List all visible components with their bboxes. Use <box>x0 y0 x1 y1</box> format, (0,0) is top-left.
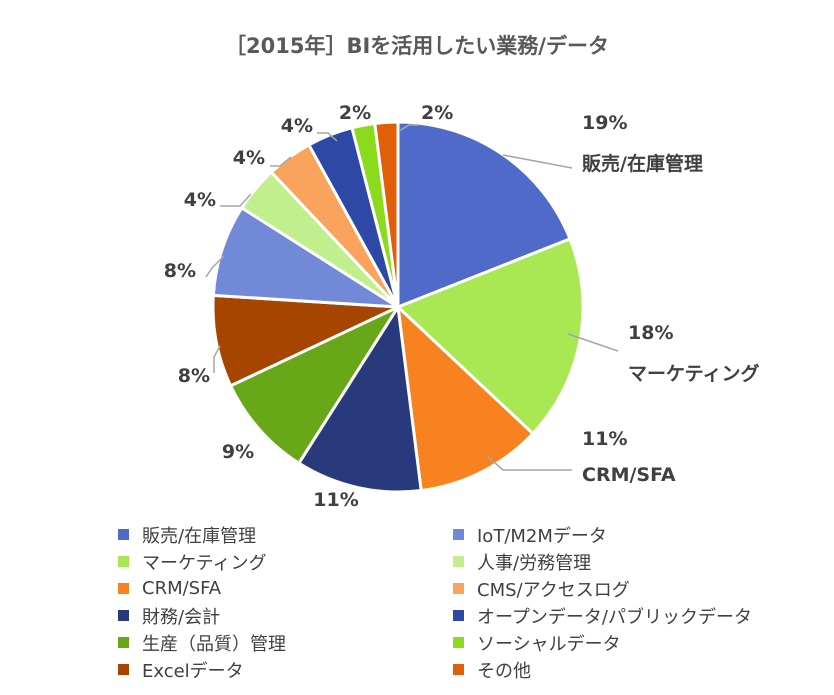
legend-item: 財務/会計 <box>118 602 453 629</box>
legend-item: 生産（品質）管理 <box>118 629 453 656</box>
legend-swatch <box>118 610 129 621</box>
legend-item: 販売/在庫管理 <box>118 521 453 548</box>
leader-line <box>398 124 419 132</box>
legend-label: オープンデータ/パブリックデータ <box>477 606 752 628</box>
legend-swatch <box>453 529 464 540</box>
legend-label: 生産（品質）管理 <box>142 633 286 655</box>
legend-item: その他 <box>453 656 833 683</box>
legend-label: 財務/会計 <box>142 606 221 628</box>
legend: 販売/在庫管理 IoT/M2Mデータマーケティング 人事/労務管理 CRM/SFA CM… <box>118 521 834 683</box>
legend-label: マーケティング <box>142 552 267 574</box>
leader-line <box>220 193 252 207</box>
chart-title: ［2015年］BIを活用したい業務/データ <box>225 34 609 58</box>
legend-swatch <box>118 529 129 540</box>
legend-label: ソーシャルデータ <box>477 633 621 655</box>
data-label-value: 11% <box>313 489 358 510</box>
legend-swatch <box>118 664 129 675</box>
legend-swatch <box>453 556 464 567</box>
data-label-category: 販売/在庫管理 <box>582 152 703 175</box>
data-label-value: 18% <box>628 322 673 344</box>
data-label-category: マーケティング <box>628 362 759 385</box>
legend-item: 人事/労務管理 <box>453 548 833 575</box>
legend-label: その他 <box>477 660 531 682</box>
leader-line <box>502 154 573 169</box>
data-label-value: 19% <box>582 112 627 134</box>
legend-swatch <box>118 556 129 567</box>
leader-line <box>205 255 225 278</box>
legend-label: CRM/SFA <box>142 578 222 599</box>
data-label-category: CRM/SFA <box>582 464 676 486</box>
legend-swatch <box>453 637 464 648</box>
pie-slice <box>396 120 572 309</box>
legend-item: IoT/M2Mデータ <box>453 521 833 548</box>
legend-swatch <box>118 637 129 648</box>
data-label-value: 2% <box>421 102 453 124</box>
legend-label: 人事/労務管理 <box>477 552 592 574</box>
leader-line <box>270 156 292 167</box>
pie-slice <box>396 305 535 493</box>
data-label-value: 8% <box>178 365 210 387</box>
pie-slice <box>396 237 585 436</box>
legend-label: CMS/アクセスログ <box>477 579 630 601</box>
legend-swatch <box>453 610 464 621</box>
data-label-value: 2% <box>339 102 371 124</box>
legend-swatch <box>453 583 464 594</box>
legend-item: Excelデータ <box>118 656 453 683</box>
data-label-value: 4% <box>233 147 265 169</box>
pie-slice <box>229 305 400 465</box>
legend-item: CMS/アクセスログ <box>453 575 833 602</box>
legend-label: IoT/M2Mデータ <box>477 525 607 547</box>
leader-line <box>213 345 221 373</box>
pie-slice <box>373 120 400 309</box>
data-label-value: 4% <box>281 115 313 137</box>
data-label-value: 8% <box>164 260 196 282</box>
pie-slice <box>211 206 400 309</box>
legend-swatch <box>453 664 464 675</box>
legend-item: CRM/SFA <box>118 575 453 602</box>
leader-line <box>486 455 572 471</box>
legend-item: オープンデータ/パブリックデータ <box>453 602 833 629</box>
legend-item: ソーシャルデータ <box>453 629 833 656</box>
legend-swatch <box>118 583 129 594</box>
pie-slice <box>297 305 423 494</box>
legend-item: マーケティング <box>118 548 453 575</box>
legend-label: Excelデータ <box>142 660 244 682</box>
pie-slice <box>211 293 400 388</box>
data-label-value: 4% <box>184 189 216 211</box>
data-label-value: 11% <box>582 428 627 450</box>
leader-line <box>567 333 619 352</box>
legend-label: 販売/在庫管理 <box>142 525 257 547</box>
pie-chart: 19% 販売/在庫管理 18% マーケティング 11% CRM/SFA 11% 9% 8% 8% 4… <box>164 102 760 510</box>
leader-line <box>317 132 338 142</box>
data-label-value: 9% <box>222 441 254 463</box>
